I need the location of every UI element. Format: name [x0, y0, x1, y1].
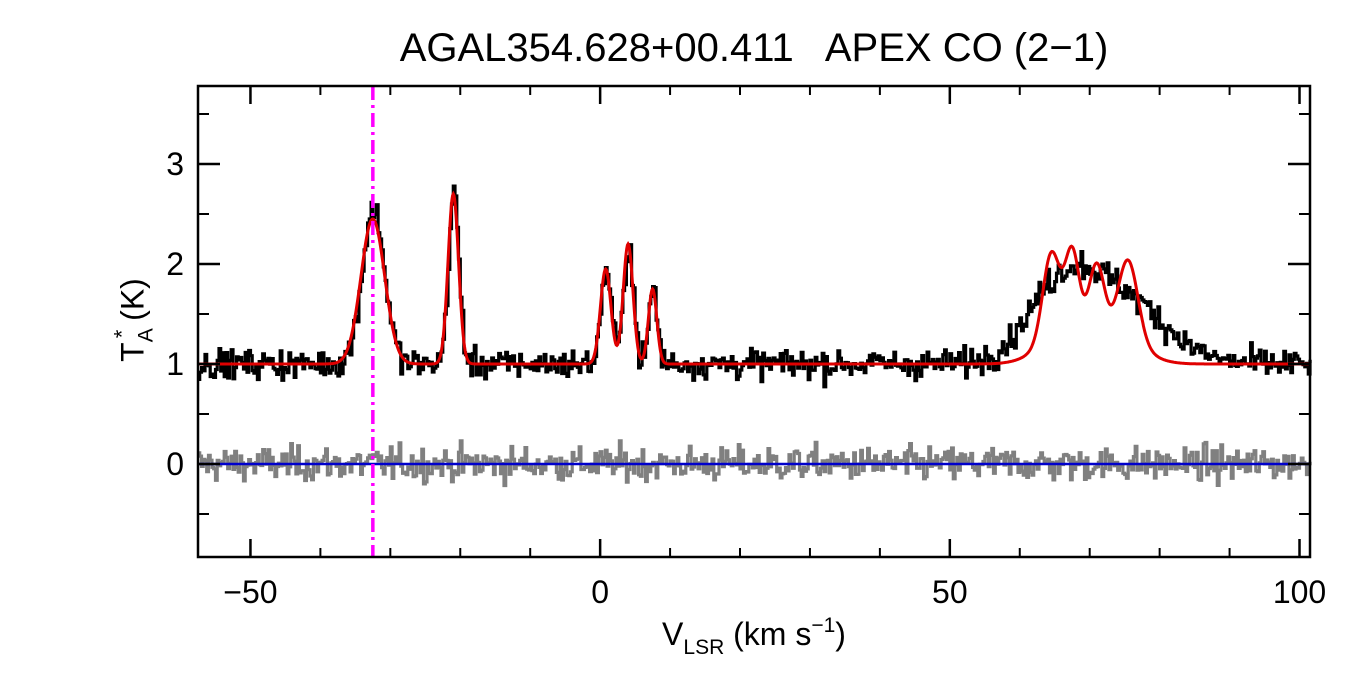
- x-tick-label: 50: [932, 574, 968, 610]
- y-axis-label: TA* (K): [109, 278, 158, 362]
- series-residual: [198, 439, 1312, 488]
- plot-frame: [196, 84, 1312, 559]
- series-fit: [198, 190, 1310, 366]
- series-layer: [198, 184, 1312, 488]
- tick-layer: −50 0 50 100 0 1 2 3: [166, 86, 1326, 610]
- x-axis-label: VLSR (km s−1): [662, 614, 846, 659]
- y-tick-label: 2: [166, 246, 184, 282]
- reference-layer: [198, 86, 1310, 557]
- y-tick-label: 3: [166, 146, 184, 182]
- x-tick-label: −50: [223, 574, 277, 610]
- y-tick-label: 0: [166, 446, 184, 482]
- chart-title: AGAL354.628+00.411 APEX CO (2−1): [399, 26, 1109, 70]
- x-tick-label: 100: [1273, 574, 1326, 610]
- y-tick-label: 1: [166, 346, 184, 382]
- x-tick-label: 0: [591, 574, 609, 610]
- series-observed: [198, 184, 1312, 389]
